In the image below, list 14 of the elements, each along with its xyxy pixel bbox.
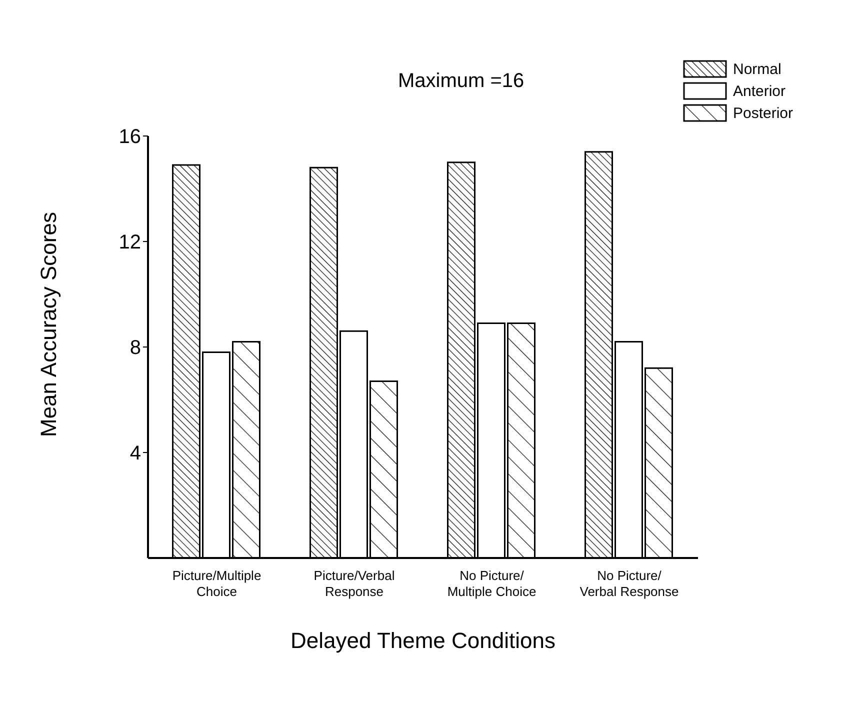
- x-axis-title: Delayed Theme Conditions: [290, 628, 556, 653]
- x-tick-label: Picture/Multiple Choice: [172, 568, 262, 599]
- y-tick-label: 16: [118, 126, 141, 148]
- x-tick-label: Picture/Verbal Response: [314, 568, 395, 599]
- y-axis-title: Mean Accuracy Scores: [36, 212, 61, 437]
- legend-label: Posterior: [733, 104, 794, 122]
- legend-label: Normal: [733, 60, 782, 78]
- legend-label: Anterior: [733, 82, 786, 100]
- x-tick-label: No Picture/ Multiple Choice: [447, 568, 536, 599]
- y-tick-label: 4: [130, 442, 141, 465]
- y-tick-label: 12: [118, 232, 141, 254]
- x-tick-label: No Picture/ Verbal Response: [580, 568, 679, 599]
- y-tick-label: 8: [130, 337, 141, 360]
- text: Maximum =16: [398, 70, 524, 93]
